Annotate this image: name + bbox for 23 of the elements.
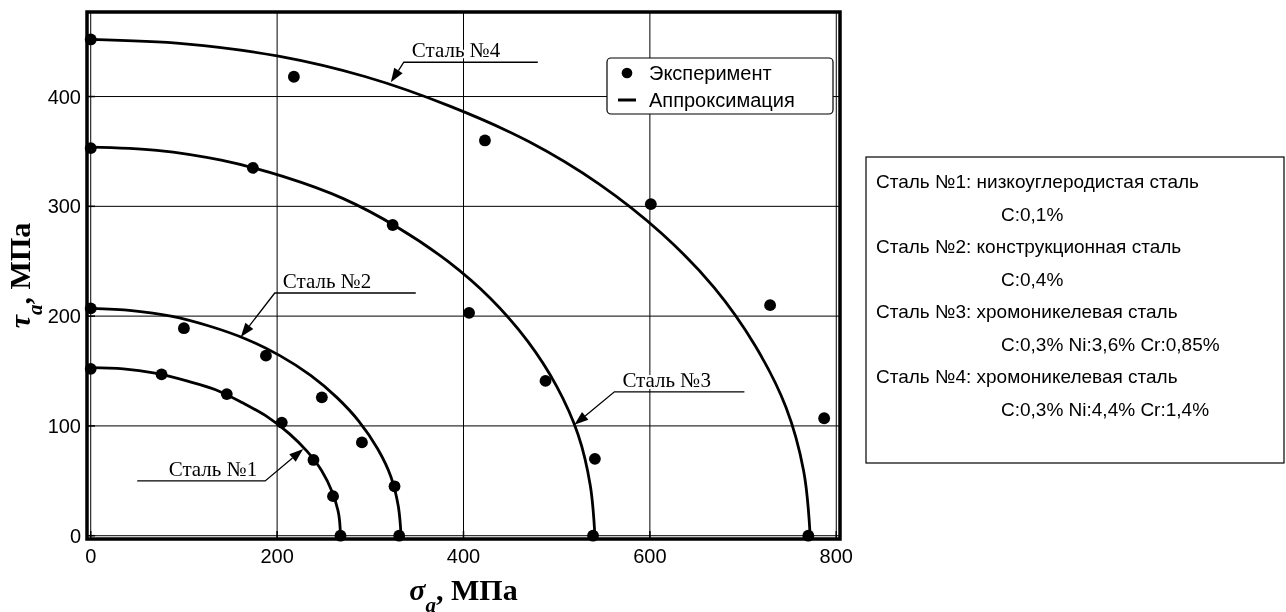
x-tick-label: 200 [260, 545, 294, 567]
y-tick-label: 400 [47, 85, 81, 108]
text: C:0,3% Ni:4,4% Cr:1,4% [1001, 398, 1210, 420]
legend-label: Эксперимент [649, 62, 772, 84]
annotation: Сталь №2 [282, 268, 372, 293]
x-tick-label: 800 [819, 545, 853, 567]
text: Сталь №3: хромоникелевая сталь [876, 301, 1178, 322]
text: C:0,4% [1001, 268, 1064, 290]
x-tick-label: 0 [85, 545, 97, 567]
text: C:0,3% Ni:3,6% Cr:0,85% [1001, 333, 1220, 355]
text: Сталь №2: конструкционная сталь [876, 236, 1182, 257]
text: Сталь №1: низкоуглеродистая сталь [876, 171, 1200, 192]
y-tick-label: 200 [47, 305, 81, 328]
text: Сталь №4: хромоникелевая сталь [876, 366, 1178, 387]
annotation: Сталь №1 [168, 456, 258, 481]
x-tick-label: 400 [446, 545, 481, 567]
legend-label: Аппроксимация [649, 89, 795, 111]
y-tick-label: 0 [69, 524, 81, 547]
y-tick-label: 100 [47, 414, 81, 437]
x-axis-title: σ$_{a}$, МПа [409, 573, 518, 612]
x-tick-label: 600 [633, 545, 667, 567]
y-tick-label: 300 [47, 195, 81, 218]
text: C:0,1% [1001, 203, 1064, 225]
